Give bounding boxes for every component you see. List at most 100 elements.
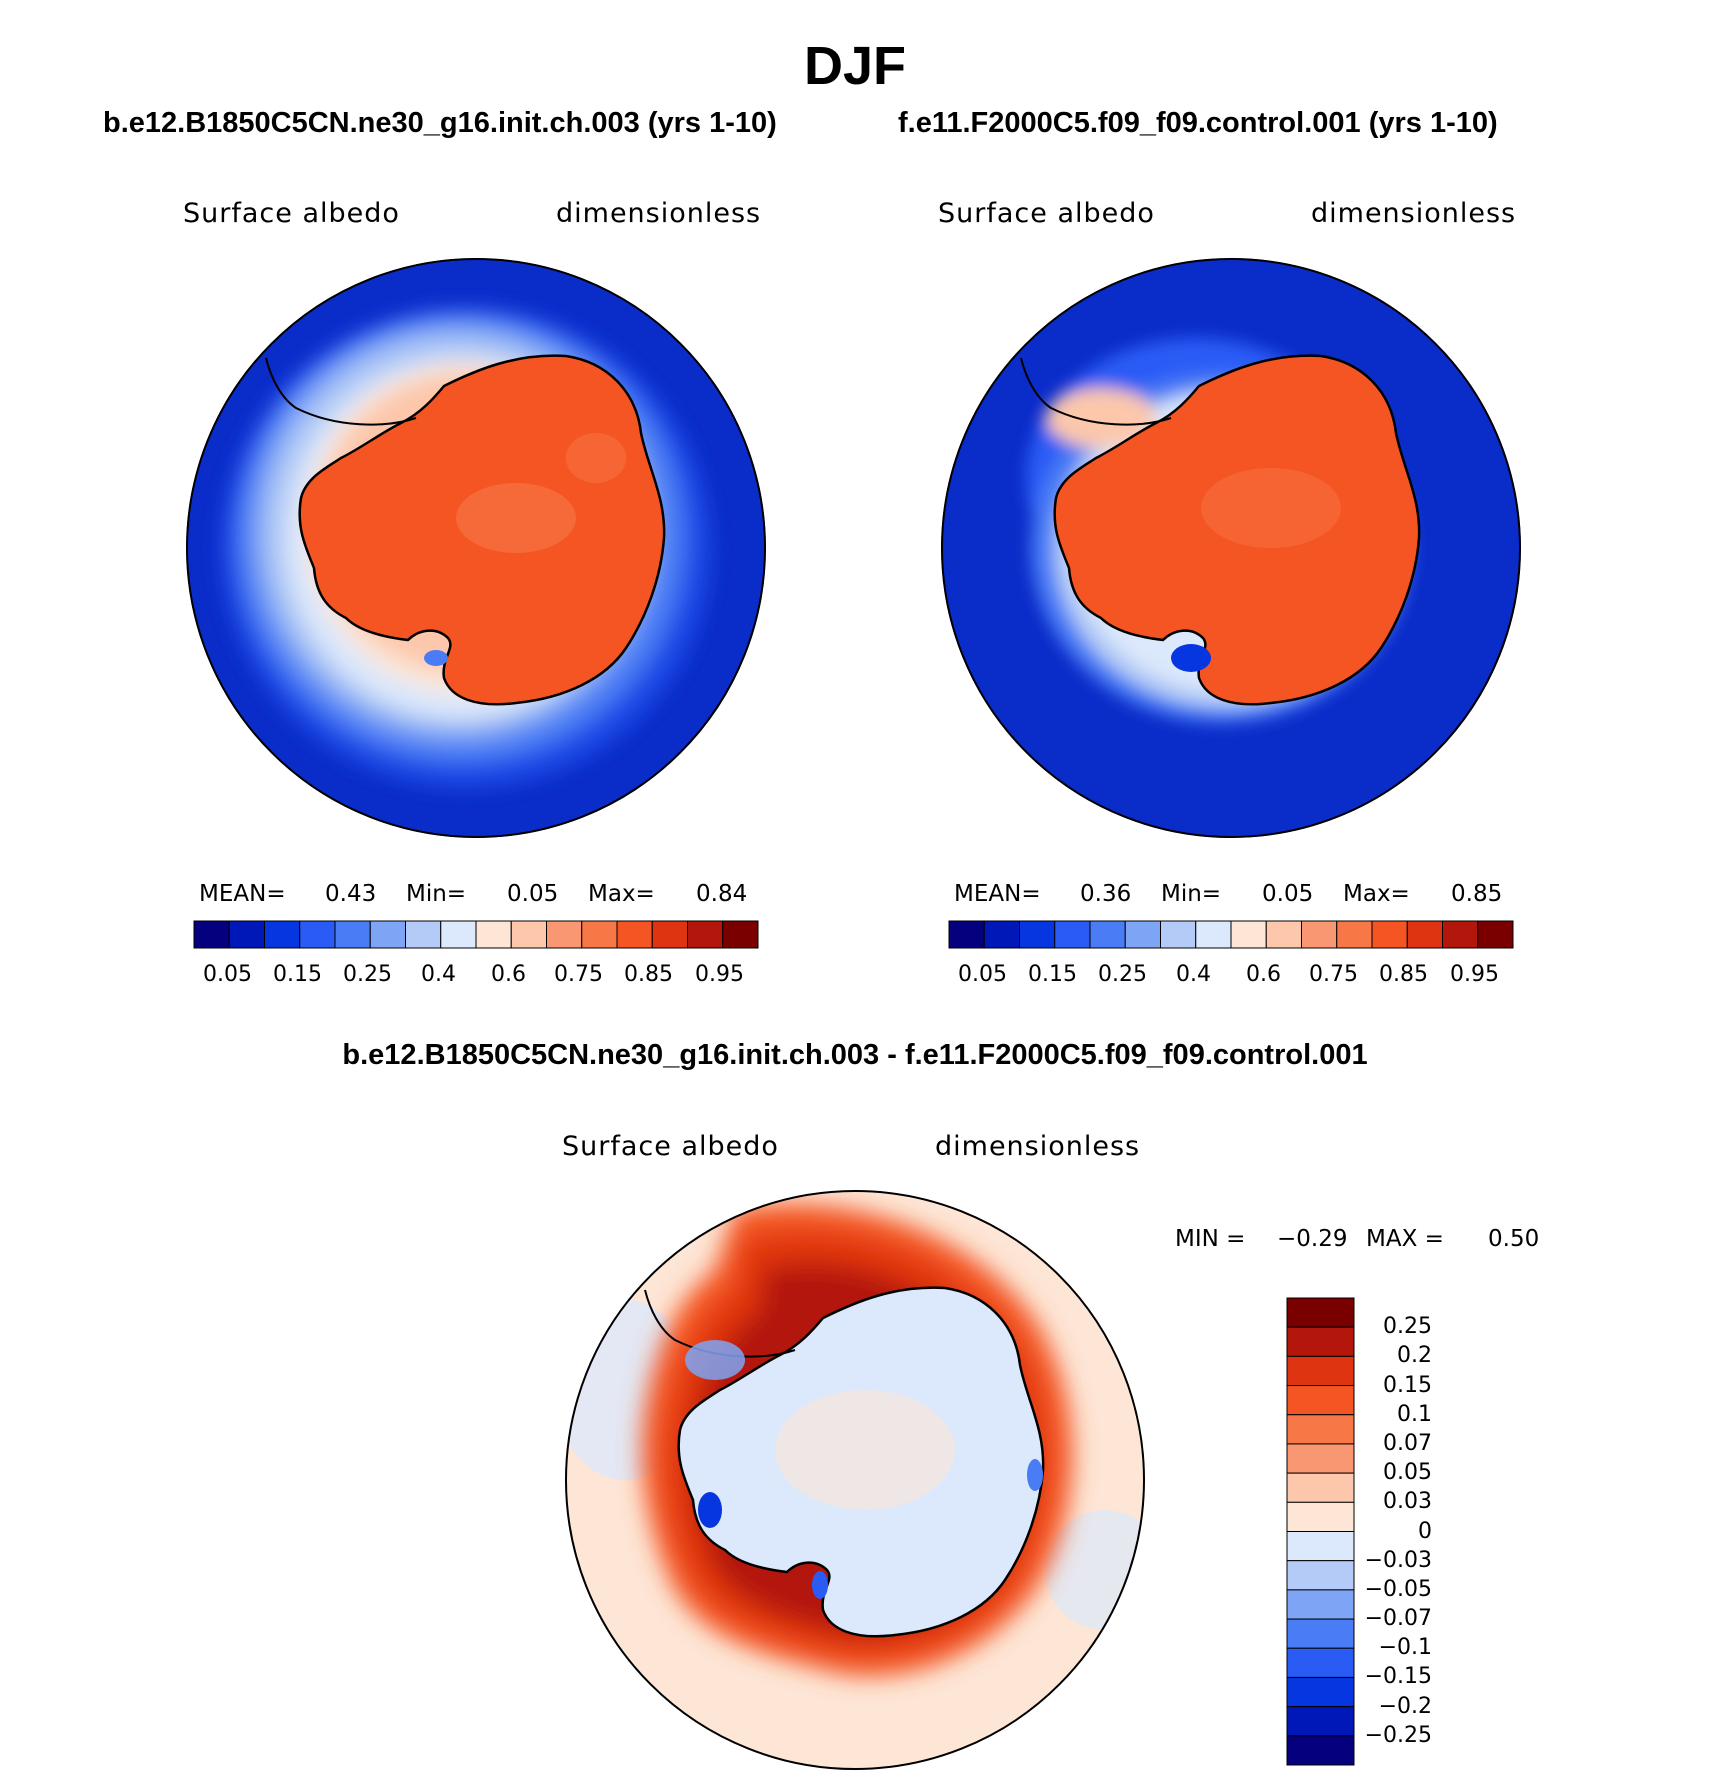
- colorbar-swatch: [1406, 920, 1443, 949]
- right-mean-value: 0.36: [1080, 881, 1132, 907]
- diff-cb-tick: 0.25: [1383, 1314, 1432, 1340]
- right-min-label: Min=: [1161, 881, 1222, 907]
- diff-cb-tick: 0.15: [1383, 1372, 1432, 1398]
- diff-cb-tick: 0: [1418, 1518, 1432, 1544]
- colorbar-swatch: [440, 920, 477, 949]
- colorbar-swatch: [1124, 920, 1161, 949]
- diff-max-label: MAX =: [1366, 1226, 1444, 1252]
- colorbar-swatch: [1286, 1560, 1355, 1591]
- colorbar-swatch: [1371, 920, 1408, 949]
- diff-variable-label: Surface albedo: [562, 1131, 779, 1162]
- right-cb-tick: 0.85: [1379, 962, 1428, 987]
- left-cb-tick: 0.75: [554, 962, 603, 987]
- colorbar-swatch: [369, 920, 406, 949]
- diff-cb-tick: −0.03: [1364, 1547, 1432, 1573]
- left-cb-tick: 0.05: [203, 962, 252, 987]
- left-variable-label: Surface albedo: [183, 198, 400, 229]
- left-cb-tick: 0.95: [695, 962, 744, 987]
- diff-min-value: −0.29: [1277, 1226, 1348, 1252]
- colorbar-swatch: [1286, 1414, 1355, 1445]
- figure-title: DJF: [803, 36, 906, 96]
- right-colorbar: [948, 920, 1514, 949]
- colorbar-swatch: [1301, 920, 1338, 949]
- colorbar-swatch: [334, 920, 371, 949]
- colorbar-swatch: [616, 920, 653, 949]
- left-panel-title: b.e12.B1850C5CN.ne30_g16.init.ch.003 (yr…: [103, 107, 777, 139]
- right-cb-tick: 0.15: [1028, 962, 1077, 987]
- right-max-label: Max=: [1343, 881, 1410, 907]
- left-cb-tick: 0.4: [421, 962, 456, 987]
- difference-panel-title: b.e12.B1850C5CN.ne30_g16.init.ch.003 - f…: [342, 1039, 1368, 1071]
- diff-cb-tick: −0.2: [1378, 1693, 1432, 1719]
- colorbar-swatch: [475, 920, 512, 949]
- peninsula-coast: [1020, 357, 1172, 426]
- right-cb-tick: 0.75: [1309, 962, 1358, 987]
- left-cb-tick: 0.85: [624, 962, 673, 987]
- left-cb-tick: 0.15: [273, 962, 322, 987]
- colorbar-swatch: [948, 920, 985, 949]
- colorbar-swatch: [264, 920, 301, 949]
- colorbar-swatch: [1286, 1443, 1355, 1474]
- colorbar-swatch: [1286, 1589, 1355, 1620]
- diff-cb-tick: −0.15: [1364, 1664, 1432, 1690]
- colorbar-swatch: [193, 920, 230, 949]
- left-mean-value: 0.43: [325, 881, 377, 907]
- antarctica-outline: [1053, 354, 1421, 706]
- diff-cb-tick: −0.07: [1364, 1606, 1432, 1632]
- right-panel-title: f.e11.F2000C5.f09_f09.control.001 (yrs 1…: [898, 107, 1498, 139]
- colorbar-swatch: [1019, 920, 1056, 949]
- left-mean-label: MEAN=: [199, 881, 286, 907]
- diff-min-label: MIN =: [1175, 1226, 1246, 1252]
- right-mean-label: MEAN=: [954, 881, 1041, 907]
- diff-cb-tick: −0.05: [1364, 1576, 1432, 1602]
- left-colorbar: [193, 920, 759, 949]
- colorbar-swatch: [1286, 1647, 1355, 1678]
- colorbar-swatch: [1265, 920, 1302, 949]
- left-cb-tick: 0.6: [491, 962, 526, 987]
- left-min-label: Min=: [406, 881, 467, 907]
- colorbar-swatch: [405, 920, 442, 949]
- colorbar-swatch: [581, 920, 618, 949]
- diff-cb-tick: 0.03: [1383, 1489, 1432, 1515]
- colorbar-swatch: [1286, 1297, 1355, 1328]
- right-polar-map: [941, 258, 1521, 838]
- right-units-label: dimensionless: [1311, 198, 1517, 229]
- colorbar-swatch: [1286, 1531, 1355, 1562]
- right-min-value: 0.05: [1262, 881, 1314, 907]
- colorbar-swatch: [687, 920, 724, 949]
- diff-cb-tick: −0.25: [1364, 1722, 1432, 1748]
- right-variable-label: Surface albedo: [938, 198, 1155, 229]
- colorbar-swatch: [1286, 1735, 1355, 1766]
- colorbar-swatch: [299, 920, 336, 949]
- colorbar-swatch: [1477, 920, 1514, 949]
- colorbar-swatch: [1286, 1472, 1355, 1503]
- colorbar-swatch: [1286, 1355, 1355, 1387]
- colorbar-swatch: [1286, 1618, 1355, 1649]
- colorbar-swatch: [1054, 920, 1091, 949]
- colorbar-swatch: [546, 920, 583, 949]
- diff-cb-tick: 0.2: [1397, 1343, 1432, 1369]
- left-min-value: 0.05: [507, 881, 559, 907]
- peninsula-coast: [265, 357, 417, 426]
- diff-cb-tick: 0.05: [1383, 1460, 1432, 1486]
- difference-polar-map: [565, 1190, 1145, 1770]
- left-polar-map: [186, 258, 766, 838]
- diff-cb-tick: 0.07: [1383, 1430, 1432, 1456]
- colorbar-swatch: [722, 920, 759, 949]
- colorbar-swatch: [651, 920, 688, 949]
- right-cb-tick: 0.25: [1098, 962, 1147, 987]
- left-max-label: Max=: [588, 881, 655, 907]
- right-cb-tick: 0.95: [1450, 962, 1499, 987]
- left-max-value: 0.84: [696, 881, 748, 907]
- diff-cb-tick: 0.1: [1397, 1401, 1432, 1427]
- right-max-value: 0.85: [1451, 881, 1503, 907]
- colorbar-swatch: [1089, 920, 1126, 949]
- right-cb-tick: 0.05: [958, 962, 1007, 987]
- colorbar-swatch: [510, 920, 547, 949]
- colorbar-swatch: [1286, 1326, 1355, 1357]
- colorbar-swatch: [1230, 920, 1267, 949]
- colorbar-swatch: [1160, 920, 1197, 949]
- right-cb-tick: 0.6: [1246, 962, 1281, 987]
- peninsula-coast: [644, 1289, 796, 1358]
- colorbar-swatch: [228, 920, 265, 949]
